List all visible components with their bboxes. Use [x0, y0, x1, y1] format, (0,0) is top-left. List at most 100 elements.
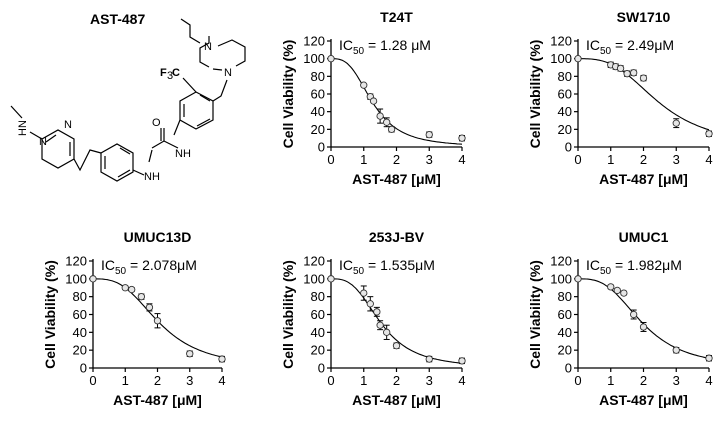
y-tick-label: 20 — [558, 343, 572, 358]
data-point — [327, 55, 335, 63]
data-point — [607, 283, 615, 291]
data-point — [620, 289, 628, 297]
data-point — [387, 125, 396, 133]
data-point — [383, 118, 391, 126]
ic50-value: = 2.49 — [611, 37, 654, 53]
ic50-unit: μM — [662, 257, 682, 273]
x-tick-label: 4 — [458, 373, 465, 388]
amine-bond — [29, 131, 43, 140]
chart-title: UMUC13D — [124, 229, 192, 245]
data-point — [392, 342, 401, 350]
data-point — [425, 130, 433, 139]
atom-nh-right: NH — [175, 148, 191, 160]
y-tick-label: 80 — [558, 289, 572, 304]
x-tick-label: 4 — [705, 373, 712, 388]
atom-o: O — [152, 117, 161, 129]
fit-curve — [331, 278, 463, 364]
y-tick-label: 60 — [558, 307, 572, 322]
atom-n-ring1: N — [64, 119, 72, 131]
atom-nh-left: NH — [144, 171, 160, 183]
ic50-annotation: IC50 = 2.49μM — [586, 37, 674, 57]
data-point — [218, 355, 226, 363]
ic50-unit: μM — [654, 37, 674, 53]
y-tick-label: 0 — [565, 361, 572, 376]
y-tick-label: 80 — [311, 69, 325, 84]
y-tick-label: 20 — [311, 122, 325, 137]
ic50-subscript: 50 — [353, 46, 365, 57]
ic50-unit: μM — [411, 37, 431, 53]
ic50-annotation: IC50 = 1.982μM — [586, 257, 682, 277]
x-tick-label: 1 — [607, 152, 614, 167]
y-tick-label: 60 — [311, 307, 325, 322]
x-tick-label: 2 — [640, 152, 647, 167]
fit-curve — [578, 58, 710, 131]
data-point — [639, 323, 648, 331]
y-tick-label: 20 — [558, 122, 572, 137]
data-point — [89, 275, 97, 283]
y-tick-label: 80 — [73, 289, 87, 304]
y-tick-label: 40 — [311, 104, 325, 119]
x-tick-label: 1 — [122, 373, 129, 388]
ic50-unit: μM — [177, 257, 197, 273]
data-point — [574, 55, 582, 63]
ic50-prefix: IC — [101, 257, 115, 273]
ic50-subscript: 50 — [353, 266, 365, 277]
y-tick-label: 60 — [73, 307, 87, 322]
data-point — [186, 350, 194, 358]
y-tick-label: 40 — [73, 325, 87, 340]
data-point — [373, 308, 381, 316]
data-point — [613, 286, 621, 295]
chart-title: SW1710 — [617, 9, 671, 25]
y-tick-label: 40 — [558, 325, 572, 340]
x-tick-label: 2 — [393, 373, 400, 388]
x-tick-label: 0 — [327, 373, 334, 388]
ic50-subscript: 50 — [600, 266, 612, 277]
ic50-prefix: IC — [586, 257, 600, 273]
x-axis-label: AST-487 [μM] — [352, 392, 441, 408]
y-axis-label: Cell Viability (%) — [280, 40, 296, 149]
compound-title: AST-487 — [90, 11, 145, 27]
data-point — [630, 310, 638, 319]
fit-curve — [578, 278, 710, 359]
data-point — [672, 346, 680, 354]
chemical-structure: AST-487 N N F 3 C NH O NH — [10, 11, 246, 183]
x-tick-label: 0 — [89, 373, 96, 388]
data-point — [425, 355, 433, 363]
atom-n1: N — [204, 41, 212, 53]
x-tick-label: 2 — [640, 373, 647, 388]
y-tick-label: 0 — [565, 140, 572, 155]
data-point — [458, 134, 466, 142]
y-axis-label: Cell Viability (%) — [527, 40, 543, 149]
data-point — [376, 321, 384, 329]
data-point — [616, 64, 625, 73]
x-tick-label: 2 — [154, 373, 161, 388]
cf3-c: C — [172, 67, 180, 79]
data-point — [705, 130, 713, 138]
y-tick-label: 60 — [558, 87, 572, 102]
ethyl-chain — [180, 18, 201, 44]
ic50-subscript: 50 — [115, 266, 127, 277]
ic50-prefix: IC — [586, 37, 600, 53]
methylene-link — [73, 149, 102, 172]
y-tick-label: 0 — [318, 140, 325, 155]
ic50-prefix: IC — [339, 37, 353, 53]
x-tick-label: 3 — [186, 373, 193, 388]
ic50-annotation: IC50 = 1.28 μM — [339, 37, 431, 57]
x-tick-label: 0 — [574, 152, 581, 167]
x-tick-label: 2 — [393, 152, 400, 167]
ic50-value: = 1.982 — [611, 257, 662, 273]
benzene-middle — [100, 143, 134, 182]
cf3-sub: 3 — [167, 70, 173, 82]
y-axis-label: Cell Viability (%) — [42, 260, 58, 369]
data-point — [369, 97, 378, 105]
data-point — [376, 112, 384, 120]
y-tick-label: 0 — [318, 361, 325, 376]
piperazine-right — [217, 39, 246, 67]
x-axis-label: AST-487 [μM] — [599, 392, 688, 408]
y-axis-label: Cell Viability (%) — [280, 260, 296, 369]
y-tick-label: 40 — [311, 325, 325, 340]
x-tick-label: 0 — [574, 373, 581, 388]
atom-n-ring2: N — [39, 136, 47, 148]
